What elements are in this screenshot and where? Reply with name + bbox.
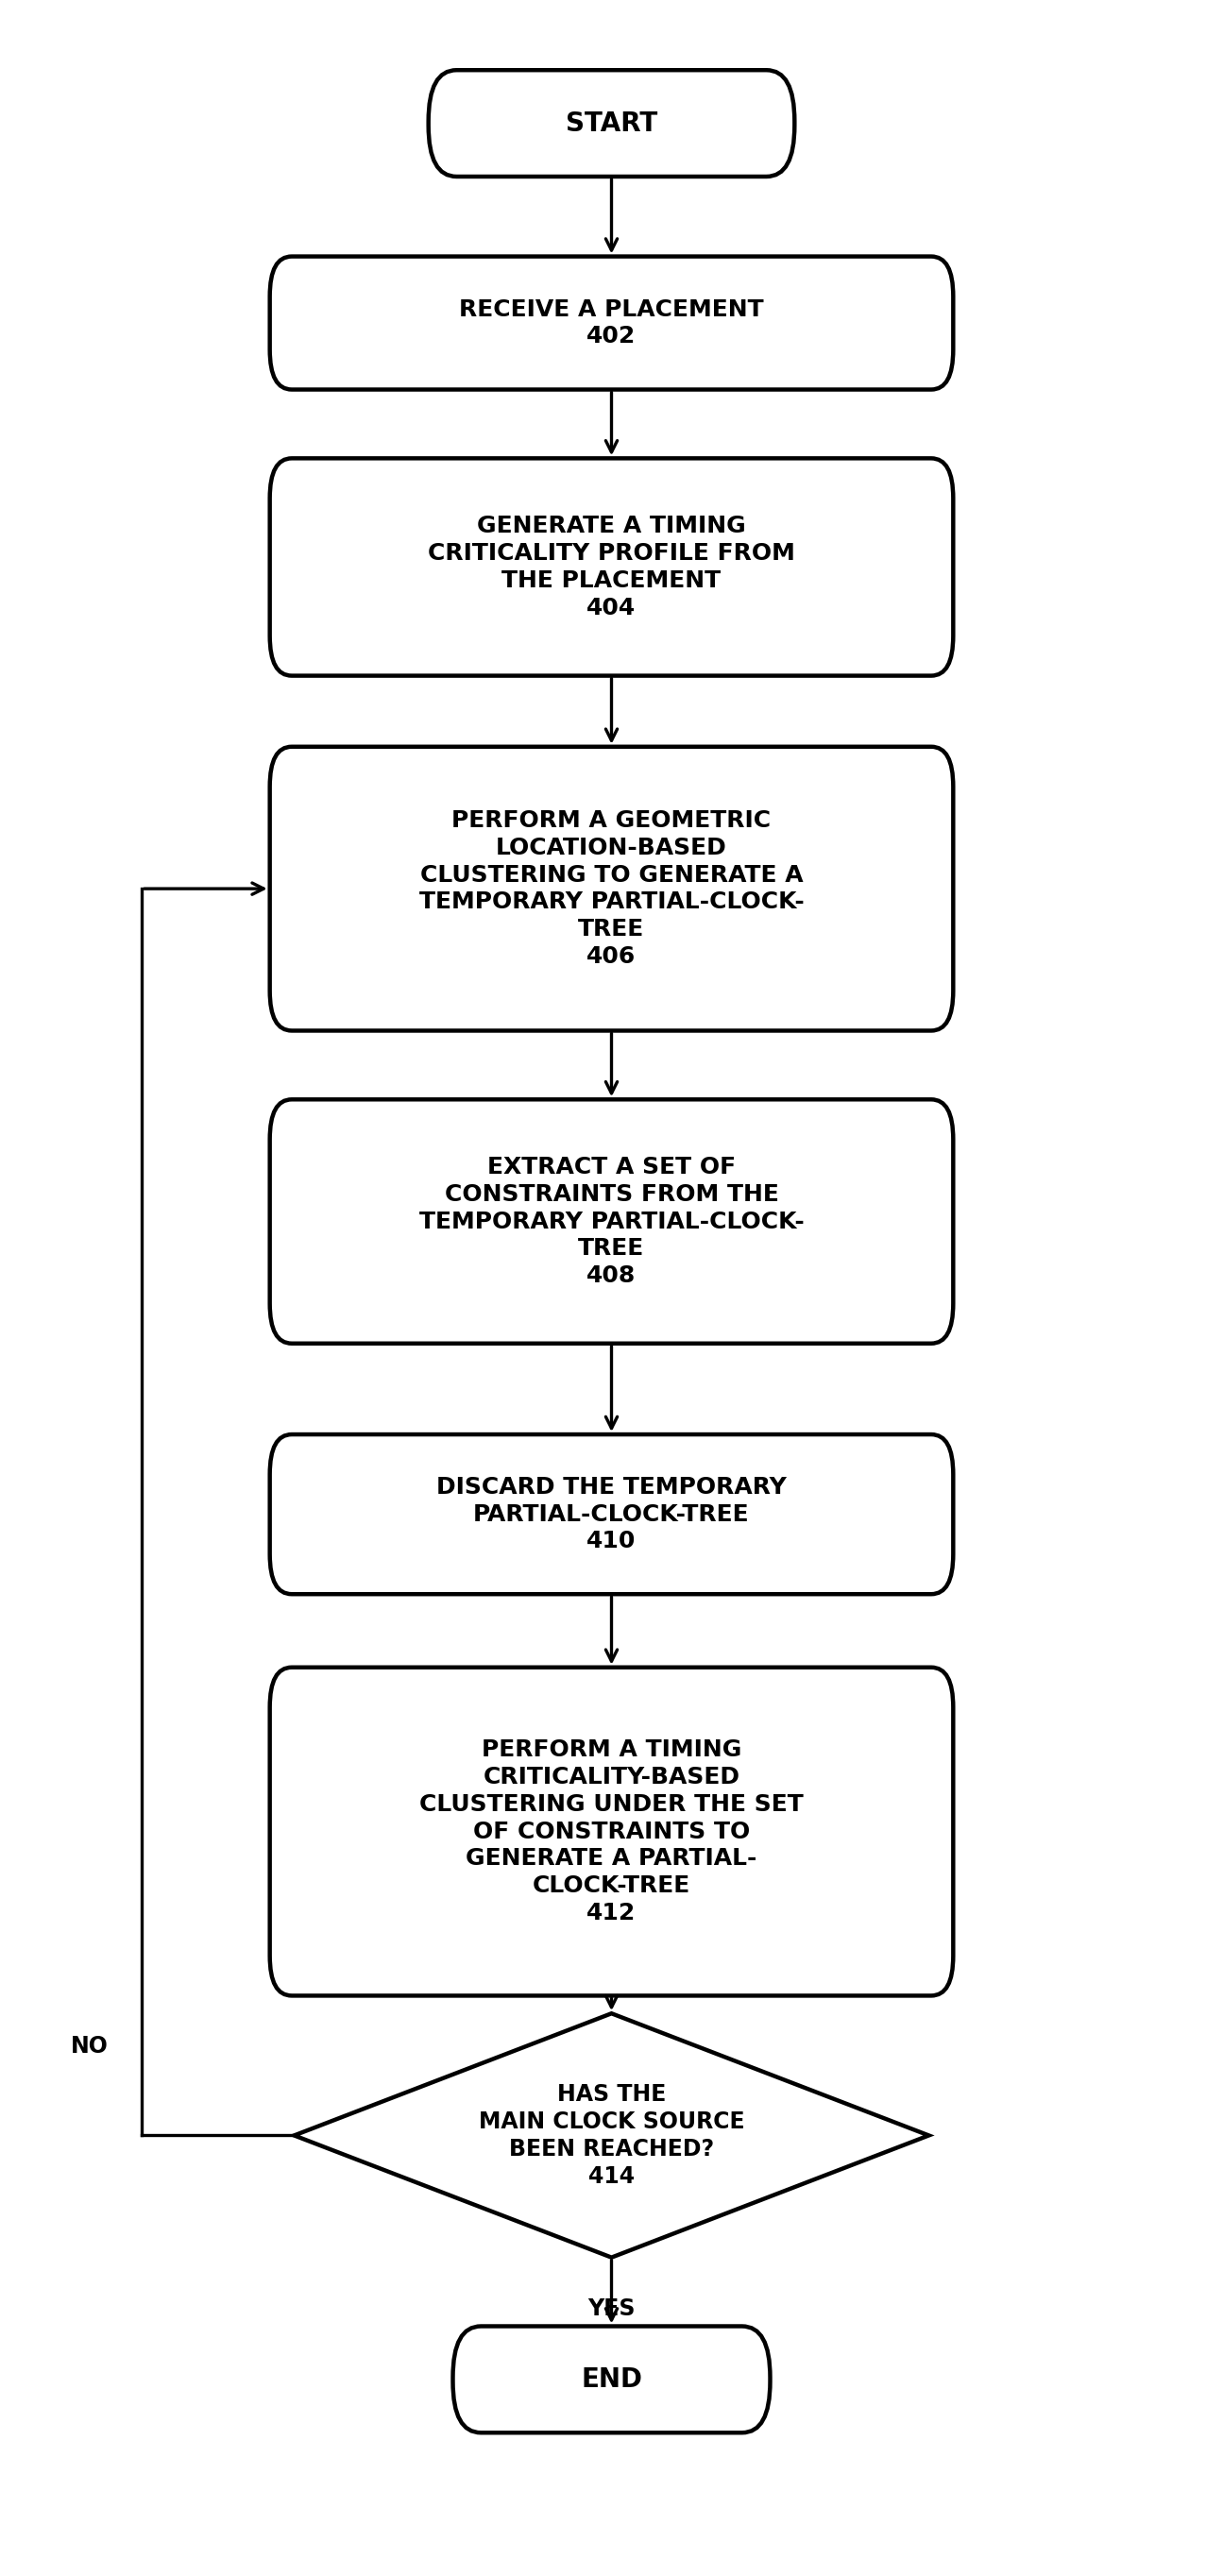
Text: HAS THE
MAIN CLOCK SOURCE
BEEN REACHED?
414: HAS THE MAIN CLOCK SOURCE BEEN REACHED? … [478,2084,745,2187]
FancyBboxPatch shape [270,258,953,389]
Polygon shape [295,2014,928,2257]
FancyBboxPatch shape [270,1667,953,1996]
Text: END: END [581,2367,642,2393]
FancyBboxPatch shape [453,2326,770,2432]
Text: START: START [565,111,658,137]
Text: DISCARD THE TEMPORARY
PARTIAL-CLOCK-TREE
410: DISCARD THE TEMPORARY PARTIAL-CLOCK-TREE… [437,1476,786,1553]
FancyBboxPatch shape [270,459,953,675]
Text: NO: NO [71,2035,108,2058]
Text: EXTRACT A SET OF
CONSTRAINTS FROM THE
TEMPORARY PARTIAL-CLOCK-
TREE
408: EXTRACT A SET OF CONSTRAINTS FROM THE TE… [419,1157,804,1288]
Text: RECEIVE A PLACEMENT
402: RECEIVE A PLACEMENT 402 [459,299,764,348]
Text: GENERATE A TIMING
CRITICALITY PROFILE FROM
THE PLACEMENT
404: GENERATE A TIMING CRITICALITY PROFILE FR… [428,515,795,618]
FancyBboxPatch shape [270,1100,953,1345]
Text: PERFORM A TIMING
CRITICALITY-BASED
CLUSTERING UNDER THE SET
OF CONSTRAINTS TO
GE: PERFORM A TIMING CRITICALITY-BASED CLUST… [419,1739,804,1924]
Text: YES: YES [588,2298,635,2321]
FancyBboxPatch shape [270,747,953,1030]
Text: PERFORM A GEOMETRIC
LOCATION-BASED
CLUSTERING TO GENERATE A
TEMPORARY PARTIAL-CL: PERFORM A GEOMETRIC LOCATION-BASED CLUST… [419,809,804,969]
FancyBboxPatch shape [428,70,795,178]
FancyBboxPatch shape [270,1435,953,1595]
